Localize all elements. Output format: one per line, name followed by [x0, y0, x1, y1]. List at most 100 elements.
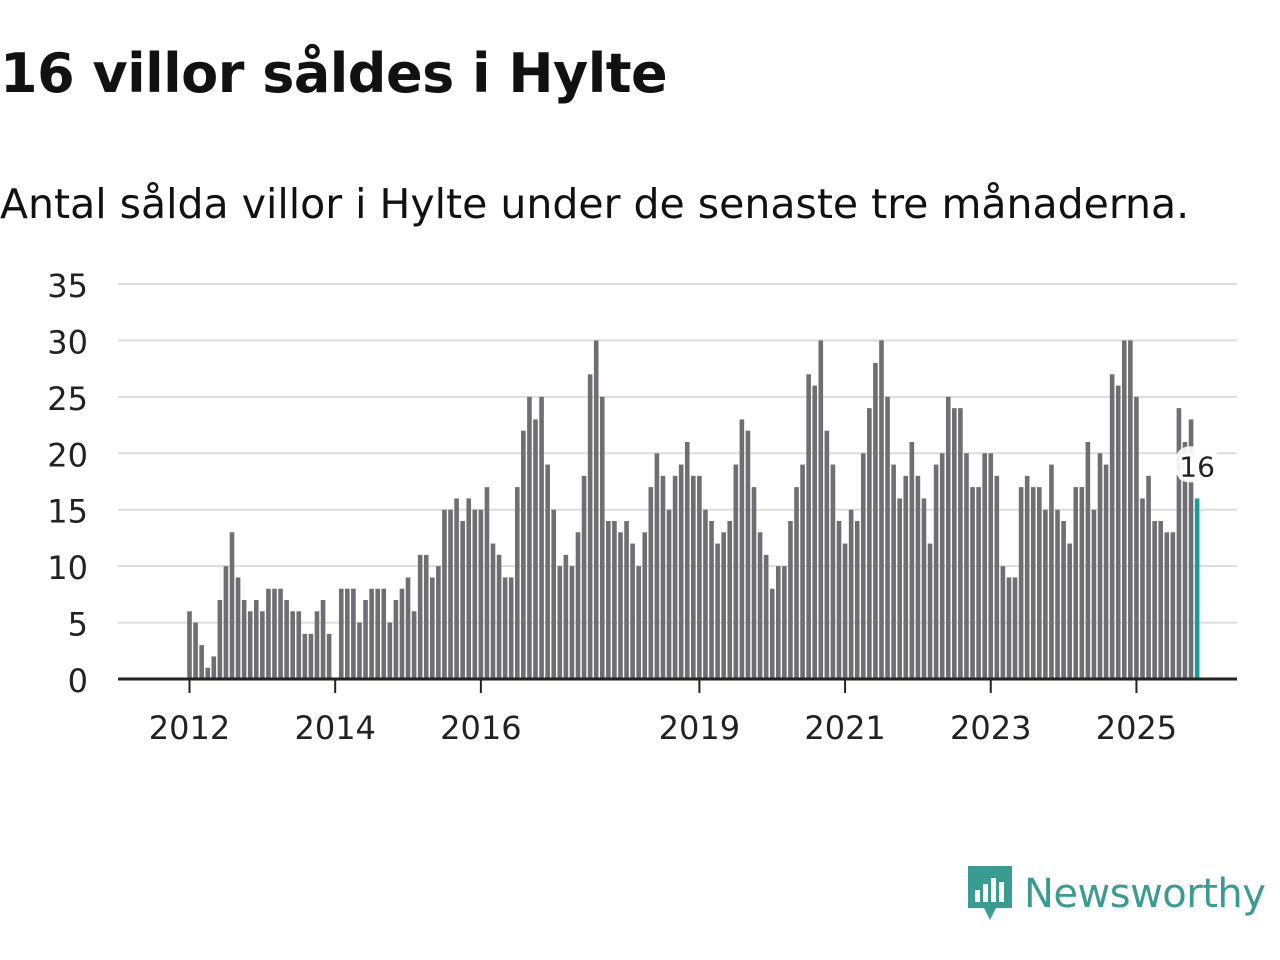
bar: [988, 453, 994, 679]
bar: [769, 588, 775, 679]
bar: [1073, 487, 1079, 679]
bar: [1146, 475, 1151, 679]
bar: [897, 498, 902, 679]
newsworthy-logo-icon: [968, 866, 1012, 920]
bar: [1067, 543, 1072, 679]
bar-series: [187, 340, 1200, 679]
bar: [891, 464, 896, 679]
bar: [454, 498, 459, 679]
bar: [326, 633, 332, 679]
bar-highlight: [1194, 498, 1200, 679]
bar: [727, 521, 733, 679]
bar: [927, 543, 933, 679]
annotation-backdrop: [1175, 446, 1220, 483]
chart-subtitle: Antal sålda villor i Hylte under de sena…: [0, 180, 1190, 228]
bar: [581, 475, 587, 679]
bar: [739, 419, 745, 679]
bar: [351, 588, 356, 679]
bar: [278, 588, 283, 679]
bar: [982, 453, 987, 679]
bar: [490, 543, 496, 679]
bar: [527, 396, 532, 679]
bar: [1097, 453, 1103, 679]
bar: [1085, 442, 1091, 679]
bar: [606, 521, 611, 679]
y-tick-label: 15: [47, 493, 88, 531]
bar: [314, 611, 320, 679]
bar: [751, 487, 757, 679]
bar: [903, 475, 909, 679]
bar: [266, 588, 271, 679]
bar: [1164, 532, 1170, 679]
bar: [442, 509, 447, 679]
bar: [624, 521, 629, 679]
bar: [545, 464, 550, 679]
bar: [860, 453, 866, 679]
bar: [1109, 374, 1115, 679]
bar: [514, 487, 520, 679]
bar: [551, 509, 557, 679]
bar: [338, 588, 344, 679]
bar: [1158, 521, 1164, 679]
bar: [1000, 566, 1006, 679]
x-tick-label: 2025: [1096, 709, 1177, 740]
bar: [970, 487, 975, 679]
bar: [1037, 487, 1042, 679]
bar: [818, 340, 824, 679]
bar: [1152, 521, 1157, 679]
y-tick-label: 35: [47, 267, 88, 305]
bar: [302, 633, 308, 679]
bar: [357, 622, 362, 679]
bar: [430, 577, 435, 679]
bar: [715, 543, 720, 679]
bar: [867, 408, 872, 679]
bar: [405, 577, 411, 679]
bar: [776, 566, 781, 679]
bar: [952, 408, 957, 679]
bar: [763, 554, 769, 679]
bar: [369, 588, 374, 679]
bar: [654, 453, 660, 679]
bar: [1188, 419, 1194, 679]
bar: [187, 611, 192, 679]
bar: [672, 475, 678, 679]
bar: [375, 588, 380, 679]
grid-lines: [118, 283, 1237, 624]
bar: [272, 588, 277, 679]
bar: [557, 566, 563, 679]
bar: [636, 566, 641, 679]
bar: [612, 521, 617, 679]
bar: [569, 566, 575, 679]
bar: [757, 532, 763, 679]
bar: [229, 532, 235, 679]
bar: [533, 419, 538, 679]
bar: [976, 487, 981, 679]
bar: [824, 430, 830, 679]
bar: [678, 464, 684, 679]
bar: [994, 475, 1000, 679]
bar: [721, 532, 726, 679]
newsworthy-logo-text: Newsworthy: [1024, 871, 1266, 917]
bar: [630, 543, 635, 679]
bar: [1012, 577, 1018, 679]
y-tick-label: 0: [68, 662, 88, 700]
bar: [1121, 340, 1127, 679]
bar: [417, 554, 423, 679]
bar: [958, 408, 963, 679]
bar: [915, 475, 921, 679]
bar: [1024, 475, 1030, 679]
bar: [945, 396, 951, 679]
x-tick-label: 2012: [149, 709, 230, 740]
bar: [1043, 509, 1048, 679]
bar: [879, 340, 884, 679]
bar: [241, 600, 247, 679]
bar: [1018, 487, 1024, 679]
bar: [320, 600, 326, 679]
bar: [1055, 509, 1060, 679]
bar: [436, 566, 441, 679]
chart-title: 16 villor såldes i Hylte: [0, 42, 668, 105]
bar: [296, 611, 302, 679]
bar: [399, 588, 405, 679]
newsworthy-logo[interactable]: Newsworthy: [964, 864, 1266, 924]
bar: [933, 464, 939, 679]
